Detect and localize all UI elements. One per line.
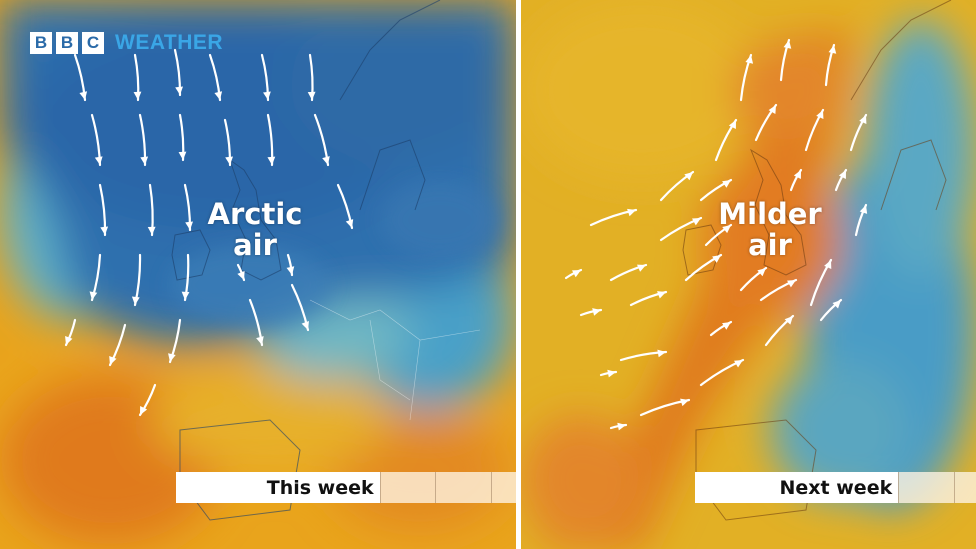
arrow-head xyxy=(722,322,731,330)
arrow-head xyxy=(592,308,601,316)
arrow-head xyxy=(79,91,88,100)
arrow-head xyxy=(745,55,754,64)
timeline-segment xyxy=(490,472,516,503)
logo-letter: B xyxy=(30,32,52,54)
label-line-1: Milder xyxy=(718,197,822,231)
air-mass-label: Arctic air xyxy=(195,199,315,261)
logo-weather: WEATHER xyxy=(115,31,224,54)
arrow-head xyxy=(784,316,793,325)
arrow-head xyxy=(65,336,73,345)
arrow-head xyxy=(787,280,796,288)
arrow-head xyxy=(237,271,245,280)
arrow-head xyxy=(263,91,271,100)
arrow-head xyxy=(131,296,140,305)
arrow-head xyxy=(627,208,636,217)
label-line-1: Arctic xyxy=(207,197,303,231)
arrow-head xyxy=(768,105,776,114)
arrow-head xyxy=(286,266,295,275)
temperature-map-right xyxy=(521,0,976,549)
arrow-head xyxy=(859,205,868,214)
arrow-head xyxy=(722,180,731,188)
this-week-map: Arctic air B B C WEATHER This week xyxy=(0,0,516,549)
timeline-segment xyxy=(898,472,954,503)
arrow-head xyxy=(214,91,223,100)
arrow-head xyxy=(617,422,626,431)
arrow-head xyxy=(140,156,149,165)
arrow-head xyxy=(94,156,103,165)
arrow-head xyxy=(322,156,330,165)
arrow-head xyxy=(712,255,721,263)
timeline-label: Next week xyxy=(695,472,899,503)
arrow-head xyxy=(824,260,832,269)
arrow-head xyxy=(734,360,743,368)
timeline-bar: This week xyxy=(176,472,516,503)
arrow-head xyxy=(680,398,689,407)
logo-letter: C xyxy=(82,32,104,54)
wind-arrows xyxy=(564,38,868,431)
arrow-head xyxy=(133,91,142,100)
timeline-segment xyxy=(435,472,491,503)
arrow-head xyxy=(147,226,156,235)
arrow-head xyxy=(692,218,701,226)
borders xyxy=(309,299,481,421)
label-line-2: air xyxy=(233,228,277,262)
timeline-bar: Next week xyxy=(695,472,976,503)
arrow-head xyxy=(757,268,766,277)
label-line-2: air xyxy=(748,228,792,262)
arrow-head xyxy=(168,353,176,362)
arrow-head xyxy=(728,120,736,129)
arrow-head xyxy=(345,219,354,228)
timeline-segment xyxy=(953,472,976,503)
arrow-head xyxy=(109,356,117,365)
arrow-head xyxy=(185,221,193,230)
arrow-head xyxy=(637,264,646,272)
arrow-head xyxy=(793,170,801,179)
arrow-head xyxy=(89,291,98,300)
timeline-label: This week xyxy=(176,472,380,503)
arrow-head xyxy=(256,336,264,345)
arrow-head xyxy=(225,156,233,165)
arrow-head xyxy=(828,45,837,54)
air-mass-label: Milder air xyxy=(710,199,830,261)
arrow-head xyxy=(859,115,867,124)
wind-arrows xyxy=(64,48,354,417)
arrow-head xyxy=(684,172,693,181)
arrow-head xyxy=(572,270,581,278)
arrow-head xyxy=(301,321,309,330)
arrow-head xyxy=(100,226,109,235)
arrow-head xyxy=(178,151,187,160)
bbc-weather-logo: B B C WEATHER xyxy=(30,31,223,55)
next-week-map: Milder air Next week xyxy=(521,0,976,549)
arrow-head xyxy=(307,91,316,100)
arrow-head xyxy=(657,291,666,299)
timeline-segment xyxy=(379,472,436,503)
arrow-head xyxy=(267,156,276,165)
arrow-head xyxy=(140,406,148,415)
arrow-head xyxy=(783,40,792,49)
arrow-head xyxy=(175,86,183,95)
arrow-head xyxy=(607,369,616,378)
arrow-head xyxy=(657,349,666,358)
arrow-head xyxy=(816,110,824,119)
arrow-head xyxy=(838,170,846,179)
arrow-head xyxy=(832,300,841,309)
arrow-head xyxy=(722,225,731,234)
temperature-map-left xyxy=(0,0,516,549)
arrow-head xyxy=(181,291,190,300)
logo-letter: B xyxy=(56,32,78,54)
